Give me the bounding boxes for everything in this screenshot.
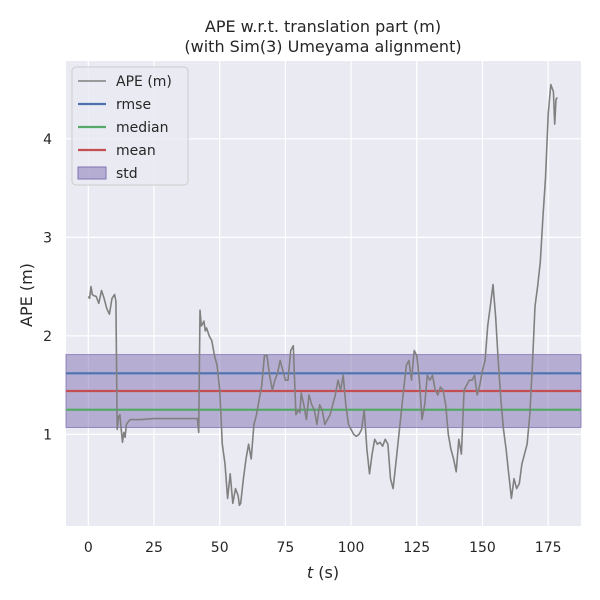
chart-title: APE w.r.t. translation part (m) (with Si… xyxy=(184,17,461,56)
x-axis-variable: t xyxy=(307,563,314,582)
plot-area xyxy=(65,61,582,526)
y-tick-label-3: 4 xyxy=(43,132,52,148)
x-axis-unit: (s) xyxy=(318,563,339,582)
y-tick-label-1: 2 xyxy=(43,329,52,345)
x-axis-label: t (s) xyxy=(307,563,339,582)
chart-title-line-1: APE w.r.t. translation part (m) xyxy=(205,17,441,36)
legend-box xyxy=(71,66,189,186)
legend-label-3: mean xyxy=(116,143,156,159)
legend-swatch-std xyxy=(77,166,107,180)
chart-title-line-2: (with Sim(3) Umeyama alignment) xyxy=(184,37,461,56)
ape-series-line xyxy=(87,83,559,507)
x-tick-label-2: 50 xyxy=(211,540,229,556)
x-tick-label-0: 0 xyxy=(84,540,93,556)
legend-label-4: std xyxy=(116,166,138,182)
y-tick-label-2: 3 xyxy=(43,230,52,246)
x-tick-label-1: 25 xyxy=(145,540,163,556)
x-tick-label-4: 100 xyxy=(338,540,365,556)
legend-label-1: rmse xyxy=(116,97,151,113)
legend-label-0: APE (m) xyxy=(116,74,172,90)
y-axis-label: APE (m) xyxy=(17,263,36,327)
y-tick-label-0: 1 xyxy=(43,427,52,443)
x-tick-label-3: 75 xyxy=(276,540,294,556)
x-tick-label-5: 125 xyxy=(403,540,430,556)
x-tick-label-6: 150 xyxy=(469,540,496,556)
x-tick-label-7: 175 xyxy=(535,540,562,556)
legend: APE (m) rmse median mean std xyxy=(71,66,189,186)
legend-label-2: median xyxy=(116,120,168,136)
